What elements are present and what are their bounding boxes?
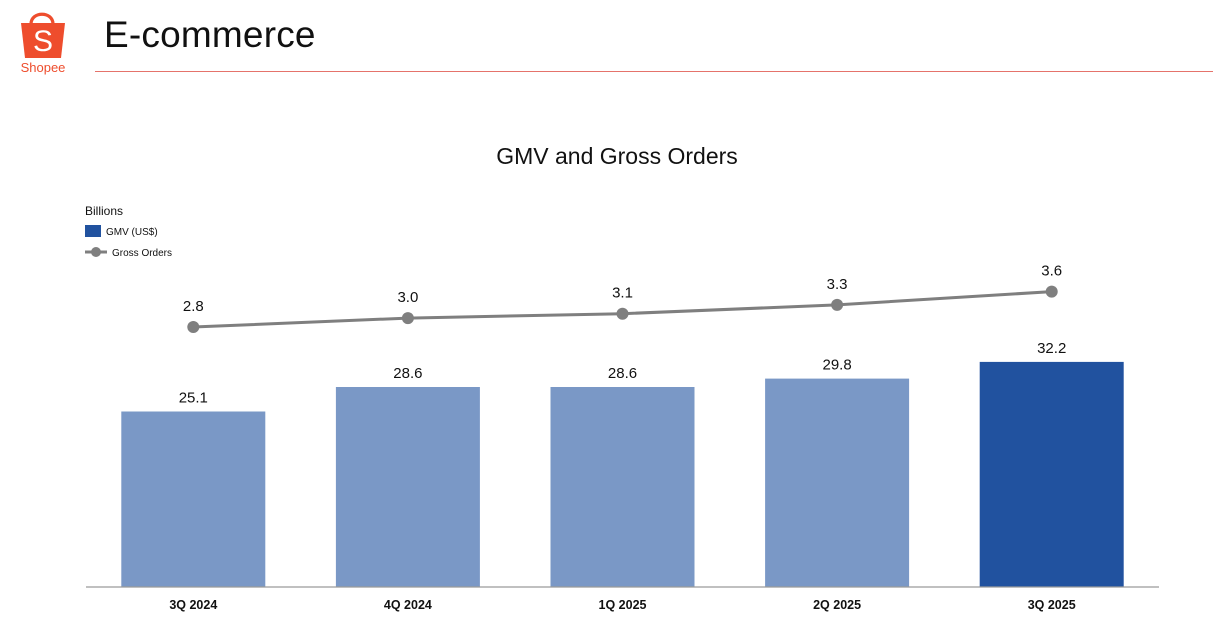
x-tick-label: 2Q 2025 <box>813 598 861 612</box>
gmv-value-label: 28.6 <box>393 365 422 382</box>
chart-title: GMV and Gross Orders <box>496 143 738 169</box>
shopee-logo: S Shopee <box>14 8 74 78</box>
gmv-bar <box>121 411 266 587</box>
legend-orders-label: Gross Orders <box>112 248 172 259</box>
gmv-bars <box>121 361 1124 587</box>
x-tick-label: 3Q 2024 <box>169 598 217 612</box>
logo-wordmark: Shopee <box>20 60 66 75</box>
gmv-value-label: 32.2 <box>1037 340 1066 357</box>
x-axis-ticks: 3Q 2024 4Q 2024 1Q 2025 2Q 2025 3Q 2025 <box>169 598 1075 612</box>
legend-gmv-label: GMV (US$) <box>106 227 158 238</box>
legend-orders-marker <box>91 247 101 257</box>
x-tick-label: 1Q 2025 <box>599 598 647 612</box>
header-divider <box>95 71 1213 72</box>
logo-letter: S <box>33 25 53 58</box>
gross-orders-point <box>831 298 844 311</box>
shopping-bag-icon: S <box>21 12 65 58</box>
gross-orders-value-label: 2.8 <box>183 298 204 315</box>
legend-gmv-swatch <box>85 225 101 237</box>
gross-orders-point <box>1045 285 1058 298</box>
gross-orders-point <box>616 307 629 320</box>
unit-label: Billions <box>85 204 123 218</box>
gmv-bar <box>979 361 1124 587</box>
x-tick-label: 3Q 2025 <box>1028 598 1076 612</box>
gmv-bar <box>765 378 910 587</box>
gross-orders-line <box>187 285 1058 333</box>
gross-orders-point <box>401 312 414 325</box>
gross-orders-point <box>187 321 200 333</box>
gross-orders-value-label: 3.3 <box>827 276 848 293</box>
gmv-bar <box>550 387 695 587</box>
gmv-value-label: 28.6 <box>608 365 637 382</box>
gmv-value-label: 29.8 <box>822 357 851 374</box>
gross-orders-value-label: 3.0 <box>397 289 418 306</box>
x-tick-label: 4Q 2024 <box>384 598 432 612</box>
gmv-value-label: 25.1 <box>179 390 208 407</box>
gmv-bar <box>335 387 480 587</box>
page-title: E-commerce <box>104 14 316 55</box>
gross-orders-value-label: 3.1 <box>612 285 633 302</box>
gross-orders-value-label: 3.6 <box>1041 263 1062 280</box>
legend: GMV (US$) Gross Orders <box>85 225 172 259</box>
data-labels: 25.1 28.6 28.6 29.8 32.2 2.8 3.0 3.1 3.3 3.6 <box>179 263 1067 407</box>
